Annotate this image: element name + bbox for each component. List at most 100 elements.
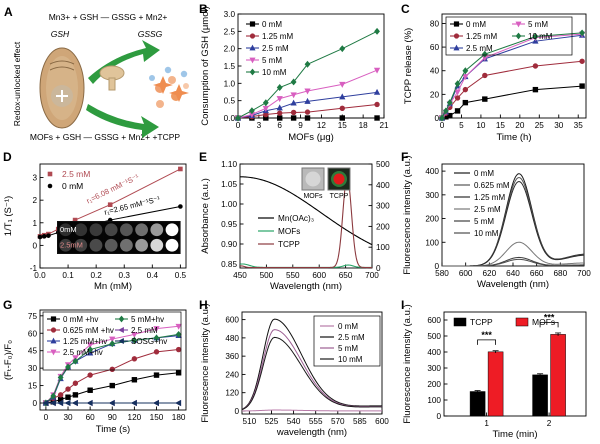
panel-g: G 0 30 60 90 120 150 180 0 15 30 45 60 75 Time (s) (Fₜ-… [0, 296, 196, 444]
data-point [579, 29, 586, 37]
data-point [276, 96, 283, 103]
tick-label: 300 [427, 364, 441, 373]
tick-label: 500 [427, 332, 441, 341]
tick-label: 555 [309, 417, 323, 426]
data-point [153, 372, 160, 378]
series-line [45, 349, 179, 404]
data-point [71, 399, 78, 407]
data-point [482, 72, 488, 79]
tick-label: 0 [44, 413, 49, 422]
legend-label: 2.5 mM+hv [63, 348, 103, 357]
data-point [153, 334, 160, 342]
tick-label: 0 [234, 407, 239, 416]
tick-label: 0 [236, 121, 241, 130]
data-point [462, 67, 469, 75]
tick-label: 10 [476, 121, 486, 130]
legend-label: 0 mM +hv [63, 315, 98, 324]
tick-label: 15 [496, 121, 506, 130]
data-point [532, 86, 539, 93]
data-point [42, 399, 49, 407]
tick-label: 585 [353, 417, 367, 426]
data-point [453, 44, 460, 51]
tick-label: 20 [430, 90, 440, 99]
legend-label: 5 mM [262, 56, 282, 65]
tick-label: 450 [233, 271, 247, 280]
plot-frame [237, 13, 385, 119]
data-point [454, 95, 461, 101]
legend-label: 0.625 mM +hv [63, 326, 114, 335]
data-point [454, 89, 461, 96]
x-axis-title: Mn (mM) [94, 281, 132, 292]
data-point [118, 315, 125, 323]
data-point [87, 372, 93, 378]
x-axis-title: MOFs (μg) [288, 132, 334, 143]
data-point [153, 349, 160, 355]
tick-label: 0.90 [221, 240, 237, 249]
panel-label: D [3, 150, 12, 164]
x-axis-title: Time (h) [496, 132, 531, 143]
data-point [447, 112, 453, 119]
tick-label: 21 [379, 121, 389, 130]
tick-label: 18 [359, 121, 369, 130]
phantom-well [89, 223, 103, 237]
significance-bracket [539, 322, 559, 328]
panel-g-chart: G 0 30 60 90 120 150 180 0 15 30 45 60 75 Time (s) (Fₜ-… [3, 298, 187, 435]
tick-label: 25 [535, 121, 545, 130]
panel-a-side-label: Redox-unlocked effect [12, 41, 22, 126]
data-point [178, 166, 183, 172]
data-point [131, 336, 138, 344]
data-point [374, 27, 380, 35]
data-point [131, 377, 138, 383]
data-point [131, 356, 138, 362]
data-point [276, 84, 283, 91]
tick-label: 480 [225, 334, 239, 343]
tick-label: 400 [427, 348, 441, 357]
data-point [153, 326, 160, 333]
legend-label: 2.5 mM [62, 169, 90, 179]
tick-label: 40 [430, 67, 440, 76]
series-line [45, 372, 179, 404]
tick-label: 600 [459, 269, 473, 278]
phantom-well [120, 238, 133, 252]
tick-label: 525 [265, 417, 279, 426]
tick-label: 660 [530, 269, 544, 278]
data-point [374, 101, 380, 108]
data-point [178, 204, 183, 209]
slope-annotation: r₁=2.65 mM⁻¹S⁻¹ [103, 194, 161, 217]
data-point [46, 233, 51, 238]
panel-i: I 0 100 200 300 400 500 600 Time (min) Fluorescen… [398, 296, 600, 444]
data-point [109, 336, 116, 343]
panel-label: H [199, 298, 208, 312]
panel-label: G [3, 298, 12, 312]
mn-ion-stem [108, 77, 116, 91]
data-point [249, 33, 256, 39]
tick-label: 600 [225, 316, 239, 325]
legend-label: MOFs [532, 317, 555, 327]
data-point [109, 366, 115, 373]
tick-label: 0.85 [221, 260, 237, 269]
data-point [108, 399, 115, 407]
significance-marker: *** [544, 312, 555, 322]
data-point [47, 171, 53, 177]
tick-label: 0 [376, 264, 381, 273]
series-line [442, 241, 585, 267]
legend-swatch [453, 317, 467, 327]
phantom-well [165, 238, 179, 252]
phantom-row-label: 2.5mM [60, 241, 83, 250]
bar [469, 391, 486, 417]
tick-label: 60 [28, 329, 38, 338]
data-point [249, 21, 256, 27]
data-point [50, 392, 57, 400]
tick-label: 2 [32, 196, 37, 205]
data-point [277, 115, 283, 121]
chart-legend: 0 mM 1.25 mM 2.5 mM 5 mM 10 mM [450, 20, 553, 53]
data-point [277, 110, 283, 116]
panel-c: C 0 5 10 15 20 25 30 35 0 20 40 60 80 Time (h) TCPP rel… [398, 0, 600, 148]
data-point [290, 99, 297, 106]
tick-label: 620 [482, 269, 496, 278]
panel-a-label: A [4, 5, 13, 19]
x-axis-title: Wavelength (nm) [270, 281, 342, 292]
legend-box [313, 315, 381, 367]
series-tcpp [239, 175, 372, 269]
tick-label: 35 [574, 121, 584, 130]
